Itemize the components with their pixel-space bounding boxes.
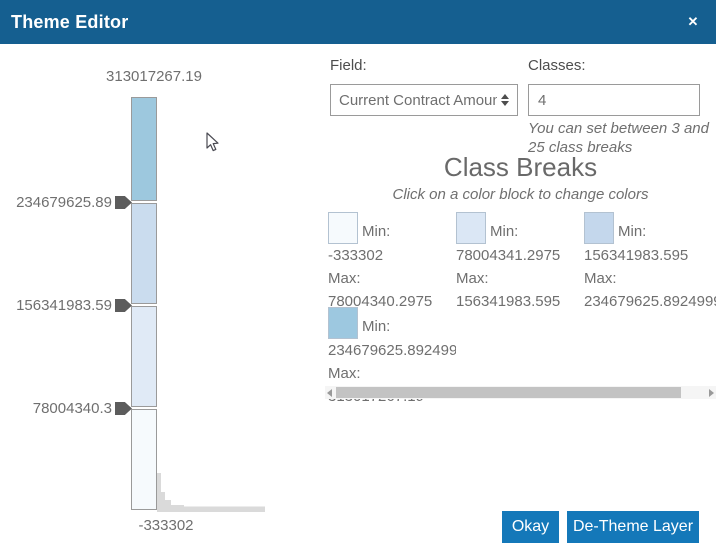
ramp-segment-1 <box>131 97 157 201</box>
break-value-label: 156341983.59 <box>16 297 112 314</box>
class-break-item: Min: -333302 Max: 78004340.2975 <box>328 210 456 306</box>
max-label: Max: <box>456 270 489 287</box>
color-swatch[interactable] <box>328 307 358 339</box>
ramp-segment-4 <box>131 409 157 510</box>
classes-hint: You can set between 3 and 25 class break… <box>528 120 709 156</box>
max-value: 234679625.89249998 <box>584 293 716 306</box>
min-label: Min: <box>490 223 519 240</box>
min-label: Min: <box>362 223 391 240</box>
ramp-segment-3 <box>131 306 157 407</box>
dialog-title: Theme Editor <box>11 11 129 32</box>
color-swatch[interactable] <box>328 212 358 244</box>
min-value: -333302 <box>328 247 384 264</box>
min-value: 78004341.2975 <box>456 247 561 264</box>
break-value-label: 234679625.89 <box>16 194 112 211</box>
horizontal-scrollbar[interactable] <box>325 386 716 399</box>
field-select[interactable]: Current Contract Amount <box>330 84 518 116</box>
max-label: Max: <box>328 270 361 287</box>
dialog-header: Theme Editor ✕ <box>0 0 716 44</box>
class-breaks-title: Class Breaks <box>443 152 598 182</box>
break-value-label: 78004340.3 <box>32 400 112 417</box>
min-value: 234679625.89249998 <box>328 342 456 359</box>
break-slider-handle[interactable] <box>115 299 132 312</box>
distribution-histogram <box>157 473 265 512</box>
color-swatch[interactable] <box>456 212 486 244</box>
class-break-item: Min: 78004341.2975 Max: 156341983.595 <box>456 210 584 306</box>
close-icon[interactable]: ✕ <box>687 14 699 29</box>
okay-button[interactable]: Okay <box>502 511 559 543</box>
color-swatch[interactable] <box>584 212 614 244</box>
class-breaks-subtitle: Click on a color block to change colors <box>392 186 649 203</box>
min-label: Min: <box>362 318 391 335</box>
class-break-item: Min: 156341983.595 Max: 234679625.892499… <box>584 210 716 306</box>
max-value: 156341983.595 <box>456 293 561 306</box>
scrollbar-thumb[interactable] <box>336 387 681 398</box>
select-spinner-icon <box>501 94 509 106</box>
class-break-item: Min: 234679625.89249998 Max: 313017267.1… <box>328 305 456 401</box>
min-value: 156341983.595 <box>584 247 689 264</box>
max-label: Max: <box>584 270 617 287</box>
break-slider-handle[interactable] <box>115 402 132 415</box>
min-label: Min: <box>618 223 647 240</box>
de-theme-layer-button[interactable]: De-Theme Layer <box>567 511 699 543</box>
field-label: Field: <box>330 57 367 74</box>
max-label: Max: <box>328 365 361 382</box>
scroll-right-arrow-icon[interactable] <box>709 389 714 397</box>
classes-label: Classes: <box>528 57 586 74</box>
field-select-value: Current Contract Amount <box>339 91 497 109</box>
scroll-left-arrow-icon[interactable] <box>327 389 332 397</box>
mouse-cursor-icon <box>206 132 219 152</box>
histogram-max-label: 313017267.19 <box>106 68 202 85</box>
histogram-min-label: -333302 <box>138 517 194 534</box>
break-slider-handle[interactable] <box>115 196 132 209</box>
classes-input[interactable] <box>528 84 700 116</box>
ramp-segment-2 <box>131 203 157 304</box>
max-value: 78004340.2975 <box>328 293 433 306</box>
